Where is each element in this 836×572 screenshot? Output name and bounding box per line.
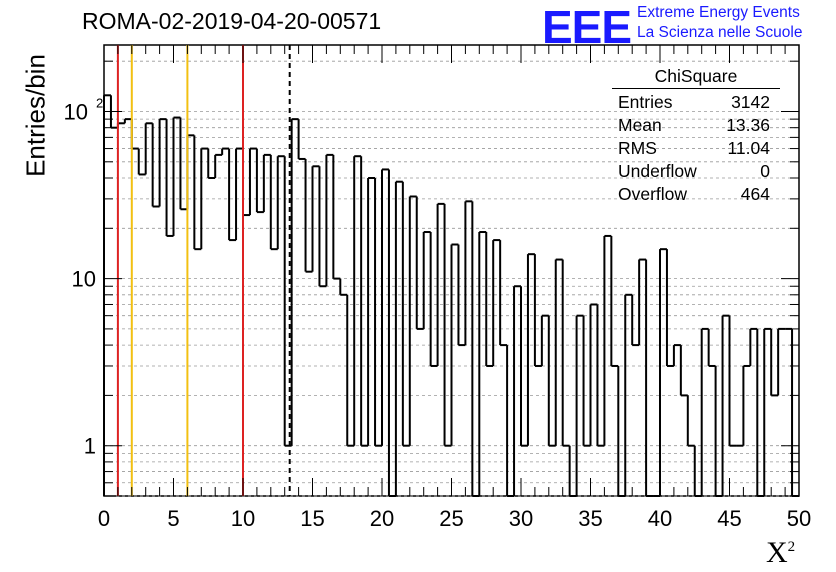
histogram-bars <box>103 94 799 497</box>
chart-title: ROMA-02-2019-04-20-00571 <box>82 8 382 34</box>
stats-row-underflow: Underflow 0 <box>612 160 780 183</box>
logo-line-2: La Scienza nelle Scuole <box>637 24 803 41</box>
logo-text: Extreme Energy Events La Scienza nelle S… <box>637 3 802 43</box>
stats-value: 464 <box>740 184 770 204</box>
stats-row-rms: RMS 11.04 <box>612 137 780 160</box>
y-tick-label: 1 <box>84 434 96 459</box>
x-tick-label: 0 <box>98 506 110 531</box>
x-tick-label: 10 <box>231 506 255 531</box>
stats-title: ChiSquare <box>612 66 780 89</box>
y-axis-label: Entries/bin <box>20 54 51 177</box>
x-tick-label: 50 <box>787 506 811 531</box>
threshold-lines <box>116 45 291 496</box>
stats-row-mean: Mean 13.36 <box>612 114 780 137</box>
stats-label: Underflow <box>618 161 697 181</box>
stats-value: 11.04 <box>727 138 771 158</box>
x-tick-label: 5 <box>167 506 179 531</box>
eee-logo: EEE <box>542 1 632 53</box>
x-tick-label: 35 <box>578 506 602 531</box>
stats-row-overflow: Overflow 464 <box>612 183 780 206</box>
stats-label: RMS <box>618 138 657 158</box>
grid-lines <box>104 60 799 497</box>
y-tick-label: 10 <box>64 99 88 124</box>
stats-value: 13.36 <box>726 115 770 135</box>
x-tick-label: 20 <box>370 506 394 531</box>
x-tick-label: 25 <box>439 506 463 531</box>
stats-label: Mean <box>618 115 662 135</box>
stats-row-entries: Entries 3142 <box>612 91 780 114</box>
y-tick-exponent: 2 <box>96 95 103 110</box>
stats-value: 0 <box>760 161 770 181</box>
stats-label: Overflow <box>618 184 688 204</box>
stats-box: ChiSquare Entries 3142 Mean 13.36 RMS 11.04… <box>612 66 780 206</box>
x-tick-label: 40 <box>648 506 672 531</box>
x-tick-label: 30 <box>509 506 533 531</box>
stats-value: 3142 <box>731 92 770 112</box>
logo-line-1: Extreme Energy Events <box>637 4 800 21</box>
x-tick-label: 45 <box>717 506 741 531</box>
x-tick-label: 15 <box>300 506 324 531</box>
stats-label: Entries <box>618 92 673 112</box>
x-axis-label: X2 <box>766 536 796 569</box>
y-tick-label: 10 <box>72 267 96 292</box>
